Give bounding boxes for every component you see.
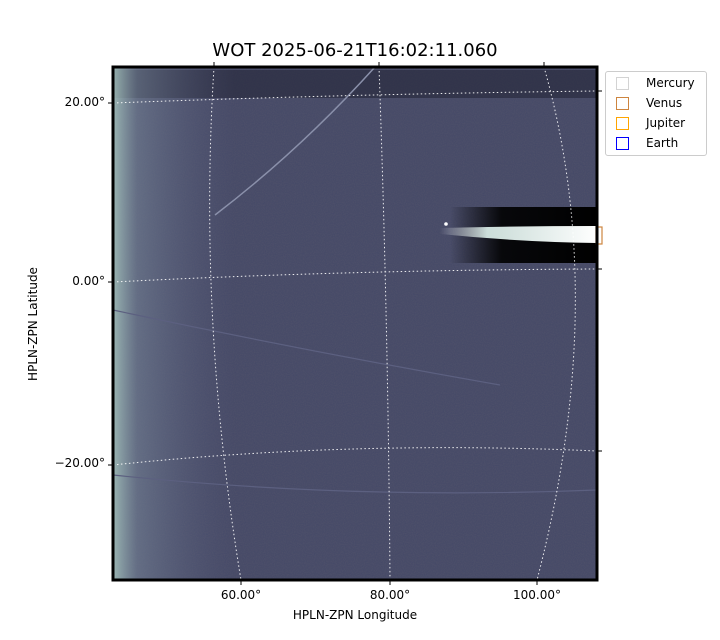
grid-lat-minus20 [113, 447, 597, 466]
ytick-label: 0.00° [72, 274, 105, 288]
legend-swatch [616, 76, 629, 90]
grid [113, 67, 597, 580]
legend: Mercury Venus Jupiter Earth [605, 71, 707, 156]
grid-lon-100 [536, 67, 576, 580]
legend-item-mercury: Mercury [616, 75, 695, 91]
legend-item-earth: Earth [616, 135, 678, 151]
legend-swatch [616, 96, 629, 110]
streak-diagonal [214, 67, 376, 216]
comet-head-star [444, 222, 448, 226]
streak-lower [113, 309, 501, 386]
xtick-label: 100.00° [513, 588, 561, 602]
xtick-label: 60.00° [220, 588, 262, 602]
legend-label: Mercury [646, 76, 695, 90]
x-axis-label: HPLN-ZPN Longitude [292, 608, 418, 622]
xtick-label: 80.00° [369, 588, 411, 602]
legend-label: Jupiter [646, 116, 686, 130]
axes-frame [111, 65, 599, 582]
ticks [108, 62, 602, 585]
grid-lat-0 [113, 268, 597, 283]
legend-label: Venus [646, 96, 683, 110]
left-glow [113, 67, 597, 580]
chart-title: WOT 2025-06-21T16:02:11.060 [212, 40, 498, 61]
y-axis-label: HPLN-ZPN Latitude [26, 267, 40, 381]
legend-label: Earth [646, 136, 679, 150]
legend-item-jupiter: Jupiter [616, 115, 685, 131]
streak-bottom [113, 474, 597, 494]
legend-swatch [616, 136, 629, 150]
ytick-label: 20.00° [64, 95, 105, 109]
legend-item-venus: Venus [616, 95, 682, 111]
ytick-label: −20.00° [54, 456, 105, 470]
grid-lat-20 [113, 90, 597, 104]
comet-tail [440, 226, 597, 243]
legend-swatch [616, 116, 629, 130]
